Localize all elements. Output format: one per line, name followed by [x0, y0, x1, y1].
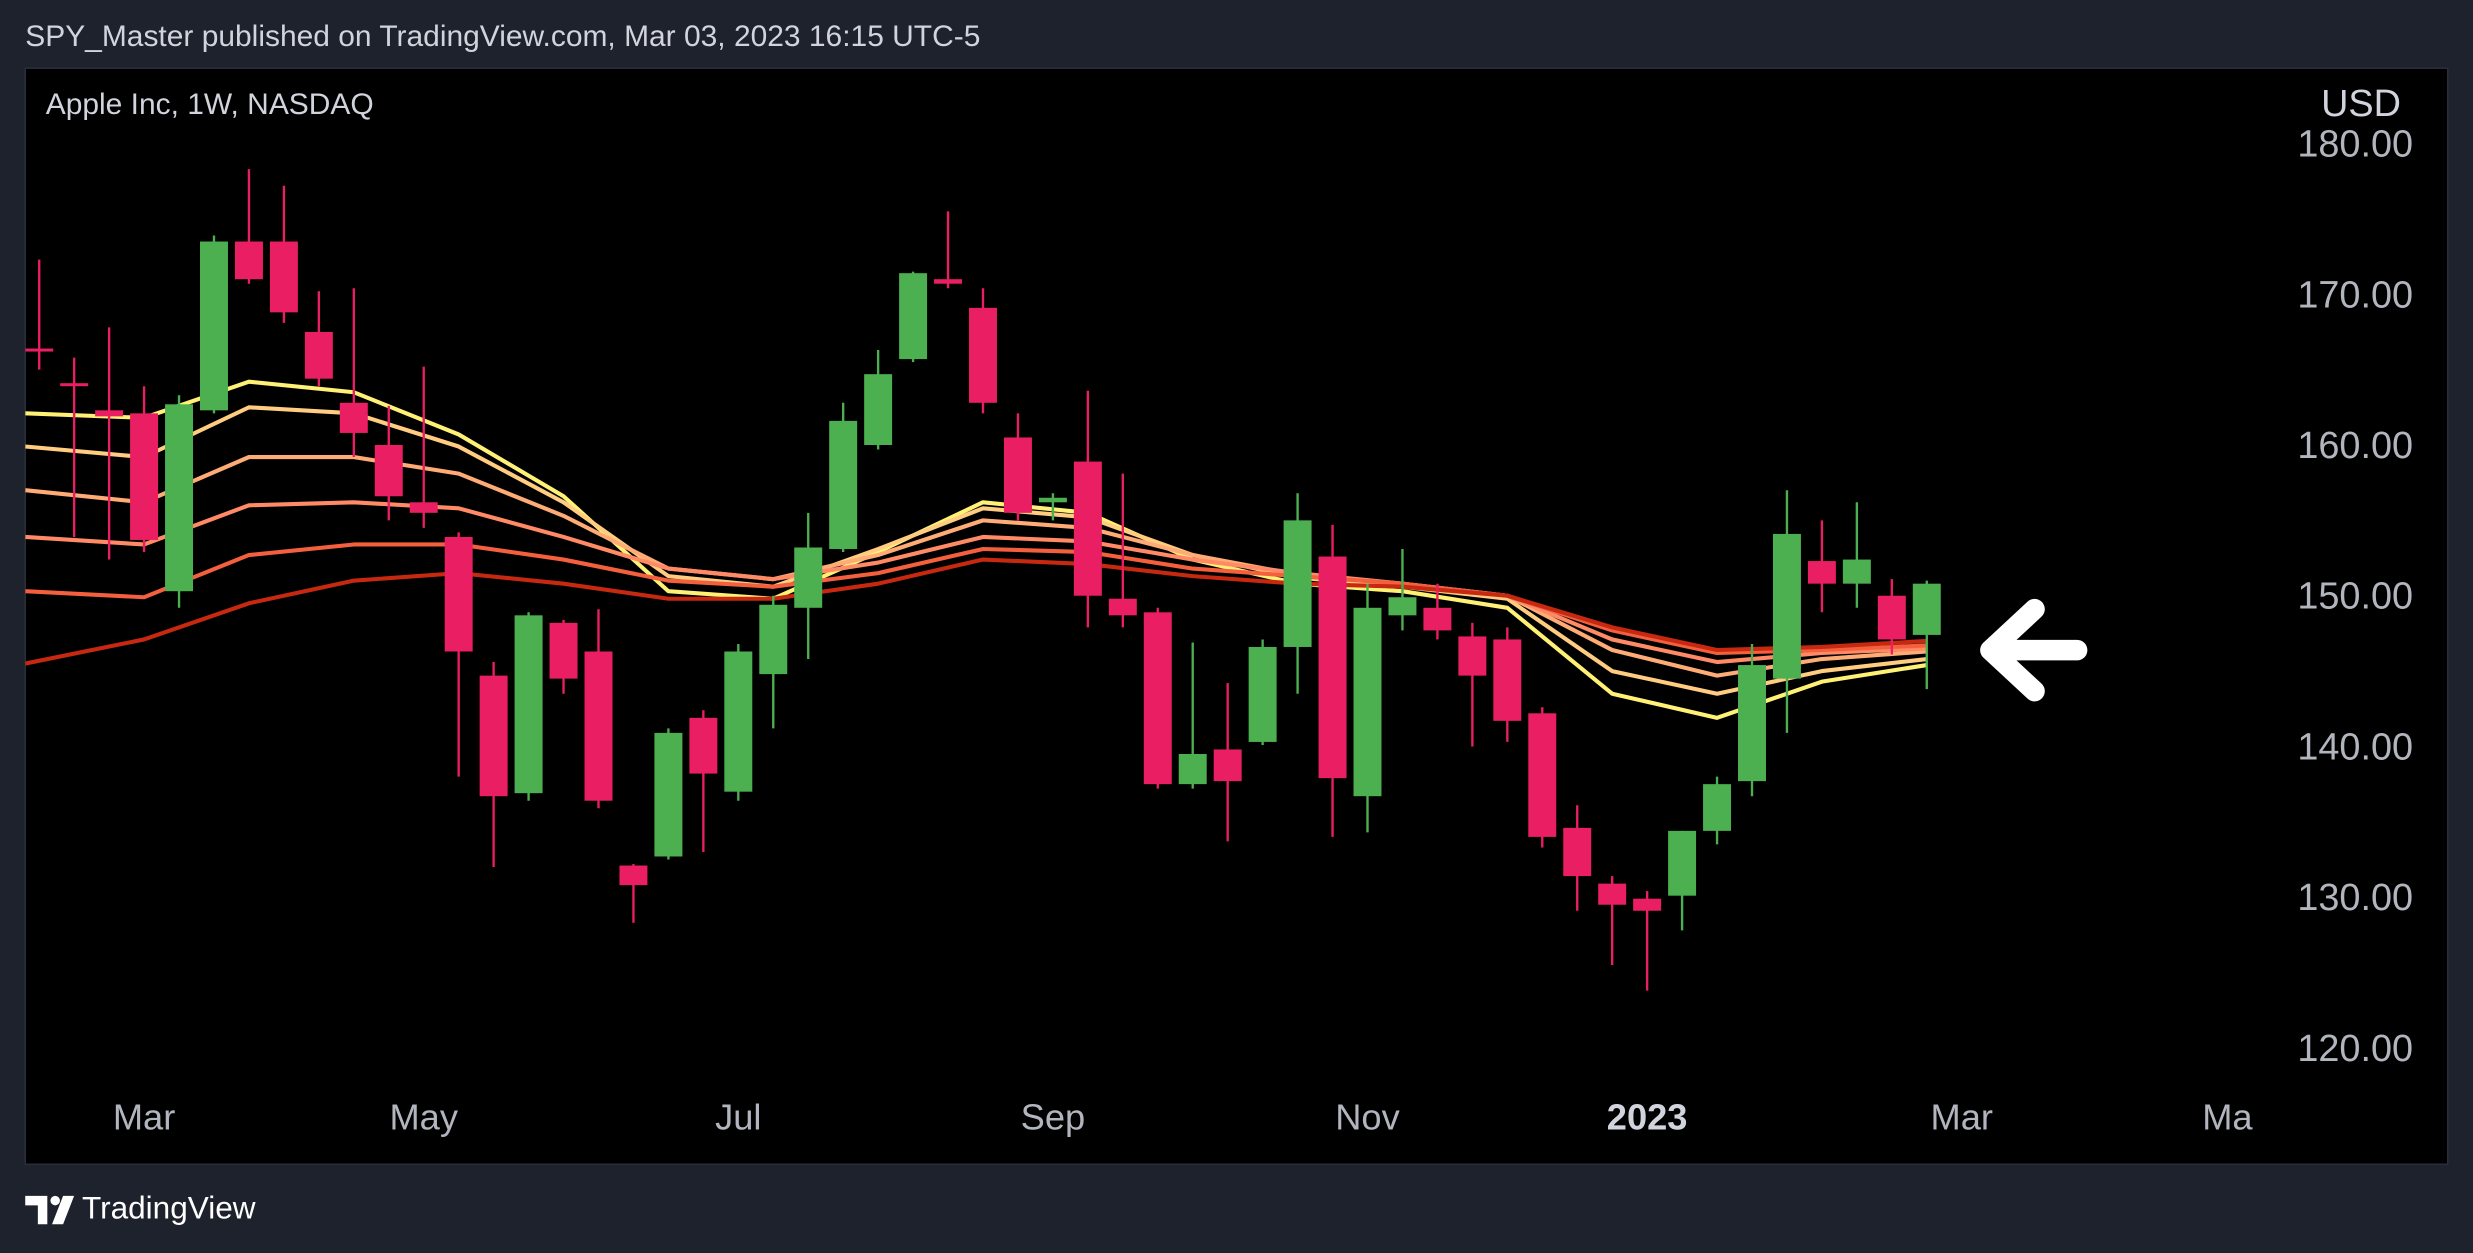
candle-body [829, 420, 858, 550]
candle-body [409, 502, 438, 513]
candle-body [1353, 607, 1382, 797]
candle-body [514, 615, 543, 794]
candle-body [1633, 898, 1662, 911]
candle-body [1842, 559, 1871, 584]
candle-body [1423, 607, 1452, 631]
brand-name: TradingView [82, 1189, 256, 1225]
logo-dot [50, 1195, 60, 1206]
candle-body [1213, 749, 1242, 782]
x-tick-label: Mar [1930, 1097, 1992, 1138]
candle-body [1493, 639, 1522, 721]
candle-body [549, 622, 578, 679]
publish-info: SPY_Master published on TradingView.com,… [25, 20, 980, 53]
y-tick-label: 160.00 [2297, 425, 2413, 467]
price-axis: 120.00 130.00 140.00 150.00 160.00 170.00 180.… [2297, 124, 2413, 1070]
y-tick-label: 150.00 [2297, 576, 2413, 618]
candle-body [1003, 437, 1032, 513]
candle-body [1108, 598, 1137, 616]
candle-body [1318, 556, 1347, 779]
symbol-title: Apple Inc, 1W, NASDAQ [46, 88, 374, 121]
candle-body [165, 404, 194, 592]
x-tick-label: 2023 [1607, 1097, 1688, 1138]
x-tick-label: Jul [715, 1097, 761, 1138]
candle-body [794, 547, 823, 608]
candle-body [1877, 595, 1906, 640]
candle-body [444, 536, 473, 652]
plot-area [25, 169, 1941, 991]
candle-body [1178, 753, 1207, 785]
candle-body [1528, 713, 1557, 837]
candle-body [1458, 636, 1487, 676]
logo-mark [25, 1195, 48, 1225]
candle-body [304, 331, 333, 379]
x-tick-label: May [389, 1097, 458, 1138]
currency-box [2258, 69, 2447, 130]
candle-body [689, 717, 718, 774]
ribbon-line [25, 500, 1927, 665]
chart-panel [24, 67, 2449, 1166]
candle-body [1073, 461, 1102, 596]
y-tick-label: 120.00 [2297, 1028, 2413, 1070]
x-tick-label: Sep [1021, 1097, 1086, 1138]
currency-label: USD [2321, 83, 2401, 125]
candle-body [269, 241, 298, 313]
time-axis: Mar May Jul Sep Nov 2023 Mar Ma [113, 1097, 2254, 1138]
candle-body [200, 241, 228, 411]
candle-body [724, 651, 753, 792]
y-tick-label: 130.00 [2297, 877, 2413, 919]
arrow-annotation [1980, 598, 2088, 702]
logo-slash [52, 1195, 75, 1225]
candle-body [1038, 497, 1067, 503]
candle-body [374, 445, 403, 497]
candle-body [234, 241, 263, 280]
candle-body [584, 651, 613, 801]
candle-body [479, 675, 508, 797]
x-tick-label: Ma [2202, 1097, 2253, 1138]
candle-body [339, 402, 368, 433]
candle-body [95, 410, 124, 417]
y-tick-label: 140.00 [2297, 726, 2413, 768]
y-tick-label: 180.00 [2297, 124, 2413, 166]
candle-body [899, 273, 928, 360]
ribbon-line [25, 542, 1927, 656]
candle-body [654, 732, 683, 857]
candle-body [619, 865, 648, 886]
candle-body [1703, 784, 1732, 831]
candle-body [1248, 646, 1277, 742]
candle-body [1738, 665, 1766, 782]
candle-body [1807, 561, 1836, 584]
y-tick-label: 170.00 [2297, 274, 2413, 316]
candle-body [25, 348, 54, 352]
candle-body [1772, 533, 1801, 679]
candle-body [1912, 583, 1941, 635]
candle-body [969, 307, 997, 403]
candle-body [1283, 520, 1312, 647]
candle-body [759, 604, 788, 675]
x-tick-label: Mar [113, 1097, 175, 1138]
ribbon-line [25, 557, 1927, 666]
candle-body [60, 383, 89, 387]
candle-body [130, 413, 159, 540]
candle-body [1563, 827, 1592, 877]
tradingview-logo [25, 1195, 75, 1225]
candle-body [1388, 597, 1417, 616]
candle-body [1143, 612, 1172, 785]
x-tick-label: Nov [1335, 1097, 1400, 1138]
candle-body [1598, 883, 1627, 905]
candle-body [864, 374, 893, 446]
candle-body [934, 279, 963, 284]
candle-body [1668, 830, 1697, 896]
